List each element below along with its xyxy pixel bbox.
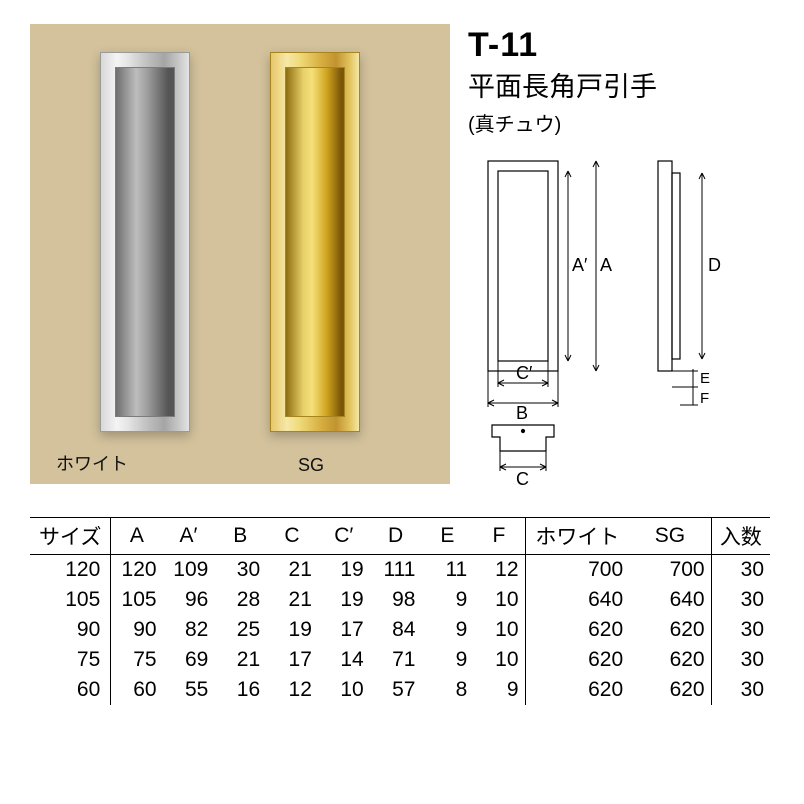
th-b: B: [214, 518, 266, 555]
photo-label-sg: SG: [298, 455, 324, 476]
table-row: 75 75 69 21 17 14 71 9 10 620 620 30: [30, 645, 770, 675]
cell-e: 11: [421, 555, 473, 586]
spec-table: サイズ A A′ B C C′ D E F ホワイト SG 入数 120 120…: [30, 517, 770, 705]
th-a: A: [111, 518, 163, 555]
cell-aprime: 109: [163, 555, 215, 586]
th-qty: 入数: [711, 518, 770, 555]
dim-label-a: A: [600, 255, 612, 275]
cell-a: 120: [111, 555, 163, 586]
diagram-svg: A′ A C′ B D E F C: [468, 151, 768, 501]
table-header-row: サイズ A A′ B C C′ D E F ホワイト SG 入数: [30, 518, 770, 555]
cell-b: 30: [214, 555, 266, 586]
th-cprime: C′: [318, 518, 370, 555]
th-white: ホワイト: [525, 518, 629, 555]
th-aprime: A′: [163, 518, 215, 555]
cell-size: 120: [30, 555, 111, 586]
cell-d: 111: [370, 555, 422, 586]
cell-sg: 700: [629, 555, 711, 586]
handle-gold-recess: [285, 67, 345, 417]
table-body: 120 120 109 30 21 19 111 11 12 700 700 3…: [30, 555, 770, 706]
cell-qty: 30: [711, 555, 770, 586]
top-row: ホワイト SG T-11 平面長角戸引手 (真チュウ): [30, 24, 774, 501]
model-name: 平面長角戸引手: [468, 65, 774, 104]
cell-cprime: 19: [318, 555, 370, 586]
material: (真チュウ): [468, 108, 774, 137]
photo-label-white: ホワイト: [56, 450, 128, 476]
dimension-diagram: A′ A C′ B D E F C: [468, 151, 768, 501]
th-f: F: [473, 518, 525, 555]
cell-white: 700: [525, 555, 629, 586]
dim-label-c: C: [516, 469, 529, 489]
table-row: 120 120 109 30 21 19 111 11 12 700 700 3…: [30, 555, 770, 586]
model-number: T-11: [468, 26, 774, 65]
table-row: 105 105 96 28 21 19 98 9 10 640 640 30: [30, 585, 770, 615]
handle-gold: [270, 52, 360, 432]
th-c: C: [266, 518, 318, 555]
table-row: 90 90 82 25 19 17 84 9 10 620 620 30: [30, 615, 770, 645]
dim-label-d: D: [708, 255, 721, 275]
cell-f: 12: [473, 555, 525, 586]
dim-label-aprime: A′: [572, 255, 588, 275]
table-row: 60 60 55 16 12 10 57 8 9 620 620 30: [30, 675, 770, 705]
cell-c: 21: [266, 555, 318, 586]
product-photo: ホワイト SG: [30, 24, 450, 484]
catalog-page: ホワイト SG T-11 平面長角戸引手 (真チュウ): [0, 0, 804, 804]
th-e: E: [421, 518, 473, 555]
dim-label-cprime: C′: [516, 363, 533, 383]
handle-silver: [100, 52, 190, 432]
info-column: T-11 平面長角戸引手 (真チュウ): [468, 24, 774, 501]
th-sg: SG: [629, 518, 711, 555]
th-d: D: [370, 518, 422, 555]
dim-label-e: E: [700, 370, 710, 387]
dim-label-f: F: [700, 390, 709, 407]
th-size: サイズ: [30, 518, 111, 555]
dim-label-b: B: [516, 403, 528, 423]
handle-silver-recess: [115, 67, 175, 417]
